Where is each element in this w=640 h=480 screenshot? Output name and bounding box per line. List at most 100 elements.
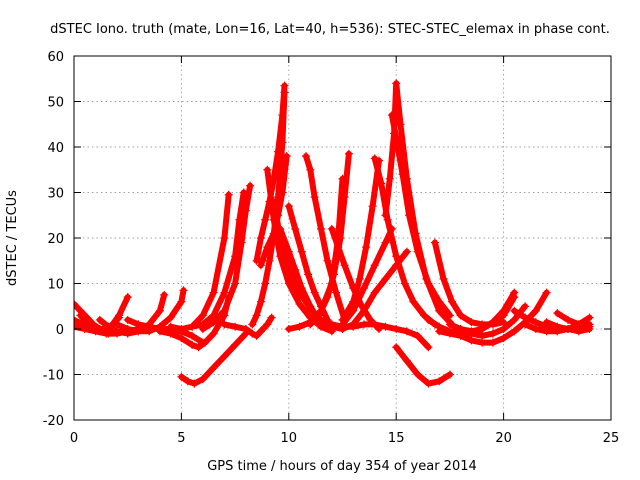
data-point-marker [334, 243, 343, 252]
data-point-marker [220, 234, 229, 242]
series-19-band [277, 225, 324, 328]
data-point-marker [445, 329, 454, 338]
data-point-marker [198, 325, 207, 333]
data-point-marker [166, 329, 175, 338]
data-point-marker [310, 193, 319, 201]
data-point-marker [263, 320, 272, 329]
data-point-marker [123, 315, 132, 324]
data-point-marker [542, 327, 551, 336]
data-point-marker [188, 322, 197, 331]
data-point-marker [297, 247, 306, 256]
data-point-marker [510, 306, 519, 315]
data-point-marker [231, 322, 240, 331]
data-point-marker [317, 224, 325, 233]
y-tick-label: 50 [47, 96, 64, 111]
data-point-marker [241, 206, 250, 215]
data-point-marker [104, 322, 113, 331]
x-tick-label: 5 [177, 431, 185, 446]
data-point-marker [145, 322, 154, 331]
data-point-marker [499, 306, 508, 315]
data-point-marker [284, 325, 293, 333]
data-point-marker [327, 224, 336, 233]
data-point-marker [510, 327, 519, 336]
data-point-marker [448, 297, 456, 306]
x-tick-label: 0 [70, 431, 78, 446]
data-point-marker [209, 363, 218, 372]
data-point-marker [405, 211, 414, 220]
data-point-marker [400, 279, 409, 288]
data-point-marker [304, 270, 313, 279]
data-point-marker [355, 274, 364, 283]
data-point-marker [435, 297, 444, 306]
data-point-marker [183, 377, 192, 386]
data-point-marker [413, 331, 422, 340]
data-point-marker [265, 256, 274, 265]
data-point-marker [317, 315, 325, 324]
data-point-marker [155, 327, 164, 336]
series-32-band [393, 344, 453, 387]
data-point-marker [177, 297, 186, 306]
data-point-marker [510, 315, 519, 324]
y-tick-label: 10 [47, 278, 64, 293]
data-point-marker [478, 331, 487, 340]
data-point-marker [284, 279, 293, 288]
x-axis-label: GPS time / hours of day 354 of year 2014 [207, 459, 477, 474]
data-point-marker [392, 325, 401, 333]
data-point-marker [338, 322, 347, 331]
data-point-marker [499, 334, 508, 343]
y-tick-label: 40 [47, 141, 64, 156]
y-axis-label: dSTEC / TECUs [5, 190, 20, 286]
data-point-marker [381, 211, 390, 220]
data-point-marker [231, 279, 240, 288]
data-point-marker [177, 334, 186, 343]
series-28-band [328, 321, 432, 351]
data-point-marker [220, 352, 229, 361]
y-tick-label: 20 [47, 232, 64, 247]
data-point-marker [370, 261, 379, 270]
data-point-marker [553, 322, 562, 331]
data-point-marker [74, 322, 78, 331]
data-point-marker [252, 311, 261, 320]
data-point-marker [329, 270, 338, 279]
data-point-marker [370, 320, 379, 329]
data-point-marker [531, 318, 540, 327]
data-point-marker [424, 379, 433, 388]
data-point-marker [445, 320, 454, 329]
data-point-marker [499, 325, 508, 333]
x-tick-label: 25 [603, 431, 620, 446]
data-point-marker [467, 318, 476, 327]
data-point-marker [261, 279, 270, 288]
data-point-marker [123, 325, 132, 333]
data-point-marker [435, 327, 444, 336]
data-point-marker [413, 247, 422, 256]
y-tick-label: 60 [47, 50, 64, 65]
data-point-marker [269, 197, 278, 206]
data-point-marker [179, 286, 188, 295]
data-point-marker [360, 306, 368, 315]
plot-area [74, 79, 594, 388]
data-point-marker [542, 288, 551, 297]
data-point-marker [306, 320, 315, 329]
data-point-marker [420, 311, 429, 320]
data-point-marker [435, 306, 444, 315]
data-point-marker [310, 288, 319, 297]
data-point-marker [80, 325, 89, 333]
data-point-marker [282, 152, 291, 161]
data-point-marker [155, 306, 164, 315]
data-point-marker [344, 149, 353, 158]
data-point-marker [231, 340, 240, 349]
data-point-marker [510, 288, 519, 297]
series-31-band [388, 112, 453, 319]
data-point-marker [284, 247, 293, 256]
data-point-marker [123, 293, 132, 302]
data-point-marker [409, 297, 418, 306]
data-point-marker [387, 111, 396, 120]
data-point-marker [585, 322, 594, 331]
data-point-marker [531, 325, 540, 333]
data-point-marker [278, 138, 287, 147]
data-point-marker [478, 338, 487, 347]
data-point-marker [252, 256, 261, 265]
data-point-marker [166, 322, 175, 331]
data-point-marker [134, 327, 143, 336]
data-point-marker [267, 313, 276, 322]
